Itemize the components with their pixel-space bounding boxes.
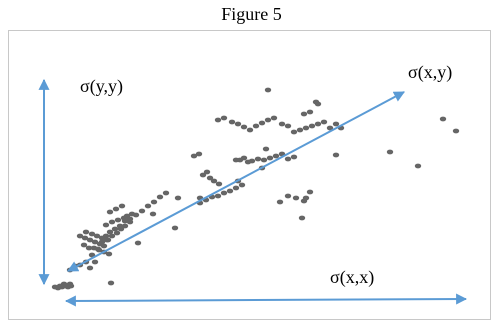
data-point bbox=[86, 265, 94, 271]
data-point bbox=[82, 229, 90, 235]
data-point bbox=[91, 259, 99, 265]
data-point bbox=[171, 225, 179, 231]
data-point bbox=[260, 157, 268, 163]
data-point bbox=[306, 109, 314, 115]
data-point bbox=[332, 152, 340, 158]
data-point bbox=[150, 199, 158, 205]
data-point bbox=[149, 211, 157, 217]
data-point bbox=[238, 182, 246, 188]
figure-title: Figure 5 bbox=[221, 4, 282, 24]
data-point bbox=[246, 127, 254, 133]
data-point bbox=[240, 124, 248, 130]
data-point bbox=[258, 120, 266, 126]
data-point bbox=[264, 87, 272, 93]
data-point bbox=[254, 156, 262, 162]
data-point bbox=[108, 233, 116, 239]
data-point bbox=[100, 243, 108, 249]
data-point bbox=[439, 116, 447, 122]
data-point bbox=[414, 163, 422, 169]
data-point bbox=[272, 153, 280, 159]
data-point bbox=[234, 121, 242, 127]
data-point bbox=[210, 178, 218, 184]
data-point bbox=[66, 281, 74, 287]
data-point bbox=[232, 185, 240, 191]
data-point bbox=[203, 169, 211, 175]
data-point bbox=[121, 223, 129, 229]
data-point bbox=[126, 219, 134, 225]
data-point bbox=[386, 149, 394, 155]
data-point bbox=[228, 119, 236, 125]
data-point bbox=[266, 155, 274, 161]
data-point bbox=[220, 115, 228, 121]
data-point bbox=[60, 281, 68, 287]
sigma-xx-label: σ(x,x) bbox=[330, 267, 374, 288]
data-point bbox=[214, 193, 222, 199]
data-point bbox=[452, 128, 460, 134]
data-point bbox=[252, 123, 260, 129]
data-point bbox=[276, 199, 284, 205]
data-point bbox=[113, 230, 121, 236]
data-point bbox=[292, 195, 300, 201]
data-point bbox=[264, 117, 272, 123]
data-point bbox=[214, 117, 222, 123]
data-point bbox=[278, 121, 286, 127]
data-point bbox=[114, 217, 122, 223]
data-point bbox=[156, 194, 164, 200]
data-point bbox=[248, 158, 256, 164]
data-point bbox=[284, 123, 292, 129]
data-point bbox=[118, 203, 126, 209]
sigma-yy-label: σ(y,y) bbox=[80, 76, 123, 97]
data-point bbox=[290, 154, 298, 160]
data-point bbox=[314, 101, 322, 107]
data-point bbox=[302, 125, 310, 131]
data-point bbox=[80, 242, 88, 248]
data-point bbox=[138, 208, 146, 214]
data-point bbox=[174, 195, 182, 201]
sigma-xx-arrow bbox=[64, 293, 468, 307]
data-point bbox=[162, 190, 170, 196]
data-point bbox=[314, 121, 322, 127]
data-point bbox=[105, 251, 113, 257]
data-point bbox=[300, 111, 308, 117]
plot-frame bbox=[8, 30, 491, 320]
data-point bbox=[262, 146, 270, 152]
data-point bbox=[107, 280, 115, 286]
data-point bbox=[220, 190, 228, 196]
data-point bbox=[308, 123, 316, 129]
data-point bbox=[128, 211, 136, 217]
data-point bbox=[302, 195, 310, 201]
data-point bbox=[102, 222, 110, 228]
data-point bbox=[85, 245, 93, 251]
data-point bbox=[298, 215, 306, 221]
data-point bbox=[290, 129, 298, 135]
data-point bbox=[284, 156, 292, 162]
data-point bbox=[215, 181, 223, 187]
data-point bbox=[284, 193, 292, 199]
data-point bbox=[332, 121, 340, 127]
sigma-xy-arrow bbox=[67, 91, 405, 272]
data-point bbox=[226, 188, 234, 194]
data-point bbox=[144, 203, 152, 209]
data-point bbox=[134, 240, 142, 246]
data-point bbox=[112, 206, 120, 212]
data-point bbox=[106, 209, 114, 215]
data-point bbox=[195, 151, 203, 157]
data-point bbox=[108, 219, 116, 225]
data-point bbox=[240, 155, 248, 161]
data-point bbox=[320, 119, 328, 125]
data-point bbox=[296, 127, 304, 133]
sigma-xy-label: σ(x,y) bbox=[408, 62, 452, 83]
data-point bbox=[103, 237, 111, 243]
data-point bbox=[270, 115, 278, 121]
data-points bbox=[51, 87, 460, 291]
data-point bbox=[306, 189, 314, 195]
